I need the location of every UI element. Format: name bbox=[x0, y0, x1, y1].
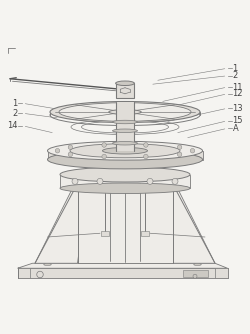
Circle shape bbox=[172, 178, 178, 184]
Circle shape bbox=[193, 274, 197, 278]
Ellipse shape bbox=[50, 102, 200, 123]
Circle shape bbox=[72, 178, 78, 184]
Text: 1: 1 bbox=[232, 64, 238, 73]
Circle shape bbox=[55, 149, 60, 153]
Ellipse shape bbox=[194, 264, 201, 266]
Circle shape bbox=[102, 143, 106, 147]
Ellipse shape bbox=[60, 183, 190, 193]
Polygon shape bbox=[78, 188, 172, 263]
Ellipse shape bbox=[44, 264, 51, 266]
Ellipse shape bbox=[109, 110, 141, 114]
Circle shape bbox=[102, 154, 106, 159]
Circle shape bbox=[177, 145, 182, 149]
Ellipse shape bbox=[102, 148, 148, 154]
Polygon shape bbox=[116, 102, 134, 151]
Polygon shape bbox=[116, 83, 134, 98]
Polygon shape bbox=[215, 268, 228, 278]
Circle shape bbox=[68, 152, 73, 157]
Circle shape bbox=[37, 271, 43, 278]
Polygon shape bbox=[101, 231, 109, 236]
Circle shape bbox=[190, 149, 195, 153]
Ellipse shape bbox=[112, 129, 138, 133]
Ellipse shape bbox=[60, 167, 190, 182]
Text: A: A bbox=[232, 124, 238, 133]
Text: 14: 14 bbox=[7, 121, 18, 130]
Ellipse shape bbox=[112, 142, 138, 145]
Polygon shape bbox=[141, 231, 149, 236]
Polygon shape bbox=[48, 151, 203, 160]
Circle shape bbox=[177, 152, 182, 157]
Ellipse shape bbox=[48, 150, 203, 169]
Polygon shape bbox=[182, 270, 208, 277]
Text: 11: 11 bbox=[232, 82, 243, 92]
Ellipse shape bbox=[116, 81, 134, 86]
Ellipse shape bbox=[112, 120, 138, 124]
Circle shape bbox=[97, 178, 103, 184]
Circle shape bbox=[144, 143, 148, 147]
Polygon shape bbox=[60, 174, 190, 188]
Circle shape bbox=[147, 178, 153, 184]
Text: 13: 13 bbox=[232, 104, 243, 113]
Text: 12: 12 bbox=[232, 89, 243, 98]
Circle shape bbox=[144, 154, 148, 159]
Text: 2: 2 bbox=[232, 71, 238, 80]
Polygon shape bbox=[18, 268, 30, 278]
Polygon shape bbox=[162, 188, 215, 263]
Text: 2: 2 bbox=[12, 109, 18, 118]
Text: 1: 1 bbox=[12, 99, 18, 108]
Polygon shape bbox=[35, 188, 88, 263]
Ellipse shape bbox=[48, 141, 203, 160]
Ellipse shape bbox=[59, 103, 191, 121]
Polygon shape bbox=[18, 263, 228, 268]
Polygon shape bbox=[18, 268, 228, 278]
Text: 15: 15 bbox=[232, 116, 243, 125]
Ellipse shape bbox=[70, 144, 180, 158]
Circle shape bbox=[68, 145, 73, 149]
